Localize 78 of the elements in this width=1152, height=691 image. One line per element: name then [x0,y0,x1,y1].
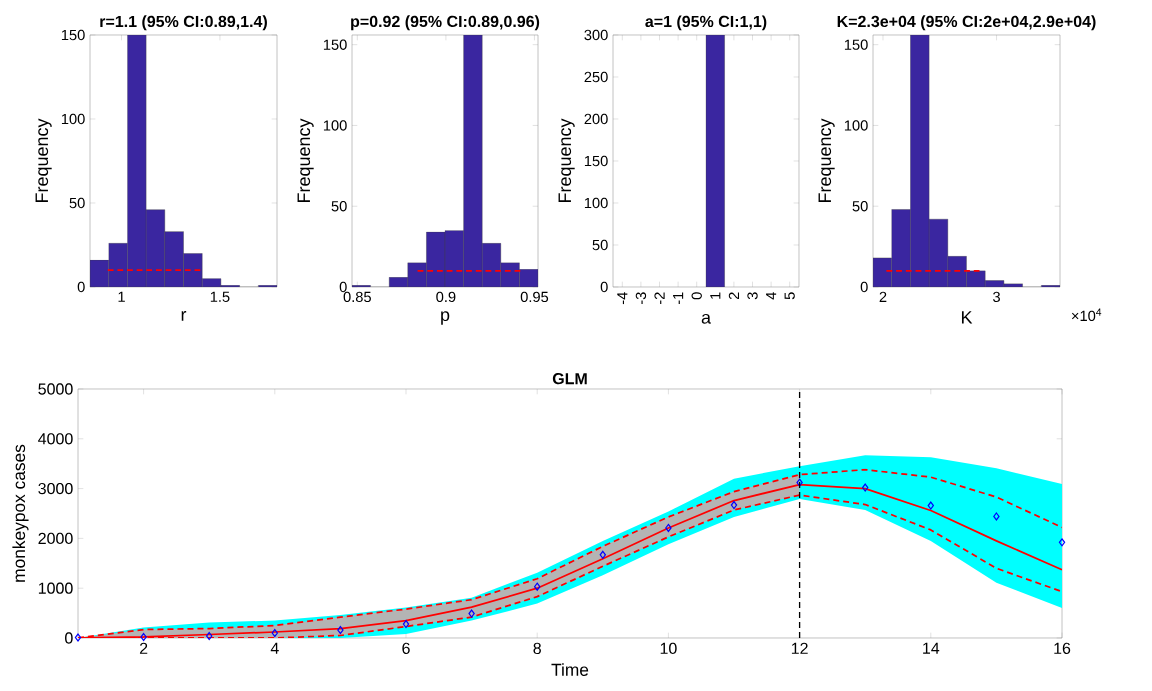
chart-title: K=2.3e+04 (95% CI:2e+04,2.9e+04) [837,15,1096,31]
x-tick-label: 2 [728,292,740,300]
x-tick-label: 1 [118,291,125,302]
y-tick-label: 3000 [38,482,73,495]
y-tick-label: 200 [584,113,608,125]
y-tick-label: 100 [61,113,85,125]
x-tick-label: 16 [1054,642,1071,655]
point [271,628,279,638]
x-tick-label: 3 [747,292,758,300]
x-tick-label: 0 [691,292,702,300]
x-tick-label: 5 [784,292,795,300]
x-axis-title: a [701,313,712,324]
y-tick-label: 300 [584,29,608,41]
x-tick-label: 4 [270,642,279,654]
x-tick-label: -4 [617,292,628,305]
x-tick-label: -3 [635,292,647,305]
y-tick-label: 250 [584,71,608,83]
x-tick-label: -2 [654,292,665,305]
y-tick-label: 50 [331,201,347,212]
x-tick-label: 8 [533,642,541,655]
x-tick-label: 12 [791,642,808,654]
x-axis-title: Time [551,663,589,676]
y-axis-title: Frequency [35,118,52,203]
x-tick-label: 1.5 [210,291,230,302]
y-tick-label: 1000 [38,582,73,594]
x-tick-label: 14 [923,642,940,654]
chart-title: r=1.1 (95% CI:0.89,1.4) [100,15,267,31]
y-tick-label: 100 [844,120,868,131]
y-tick-label: 5000 [38,383,73,395]
x-tick-label: 0.9 [436,291,456,303]
y-axis-title: monkeypox cases [12,444,29,582]
chart-title: GLM [552,372,587,385]
y-tick-label: 150 [61,29,85,41]
y-tick-label: 2000 [38,532,73,545]
point [337,625,344,635]
text: ×10$^{4}$ [1071,308,1102,322]
point [730,500,738,510]
y-tick-label: 4000 [38,433,73,445]
y-tick-label: 150 [323,39,347,50]
point [402,619,410,629]
x-tick-label: 0.95 [520,291,549,303]
x-tick-label: 0.85 [343,291,371,303]
point [862,483,869,492]
x-tick-label: 10 [660,642,677,655]
x-tick-label: 3 [993,291,1000,303]
y-tick-label: 100 [323,120,347,131]
x-axis-title: K [961,311,973,324]
x-tick-label: -1 [673,292,684,305]
point [534,582,541,591]
y-tick-label: 0 [65,632,73,644]
point [1058,538,1066,547]
point [206,631,213,641]
y-tick-label: 50 [852,201,868,212]
point [468,609,475,618]
point [796,478,803,487]
x-tick-label: 6 [402,642,410,655]
point [665,523,672,532]
y-tick-label: 150 [584,155,608,167]
y-tick-label: 50 [592,239,608,251]
chart-title: p=0.92 (95% CI:0.89,0.96) [351,15,540,31]
point [140,632,147,642]
point [993,512,1000,521]
y-axis-title: Frequency [818,118,835,203]
y-tick-label: 50 [69,197,85,209]
point [74,633,82,642]
y-tick-label: 100 [584,197,608,209]
y-axis-title: Frequency [558,118,575,203]
x-tick-label: 1 [710,292,721,299]
chart-title: a=1 (95% CI:1,1) [645,15,767,31]
x-tick-label: 2 [879,291,887,302]
x-tick-label: 2 [139,642,148,654]
x-axis-title: p [441,311,450,325]
point [599,550,607,559]
point [927,501,935,510]
y-axis-title: Frequency [297,118,314,203]
x-tick-label: 4 [766,292,777,300]
y-tick-label: 150 [844,39,868,50]
x-axis-title: r [181,311,187,321]
